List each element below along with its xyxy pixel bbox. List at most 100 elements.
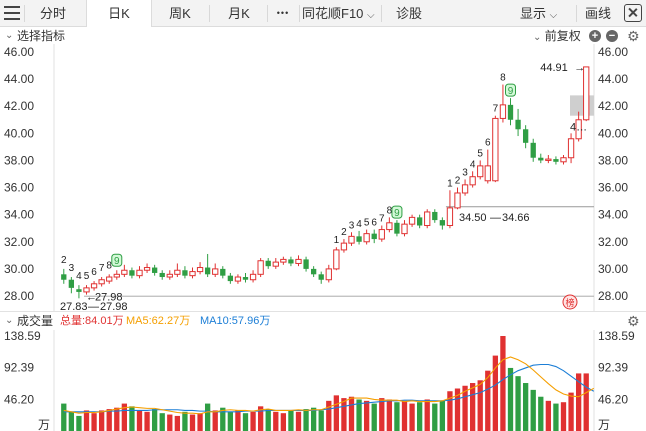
gear-icon[interactable]: ⚙ (627, 28, 640, 44)
volume-bar (492, 355, 499, 431)
volume-total: 总量:84.01万 (60, 315, 124, 327)
volume-chart[interactable]: 138.59 138.59 92.39 92.39 46.20 46.20 万 万 (0, 330, 646, 431)
ma5-line (63, 356, 595, 415)
volume-bar (204, 403, 211, 431)
candle-body (295, 258, 302, 264)
zoom-in-icon[interactable]: + (589, 30, 601, 42)
td-count: 8 (106, 260, 112, 271)
candle-body (522, 129, 529, 143)
td-count: 7 (99, 263, 105, 274)
gap-box (570, 95, 594, 116)
volume-bar (560, 402, 567, 431)
candlestick-chart[interactable]: 46.00 46.00 44.00 44.00 42.00 42.00 40.00 40.00… (0, 44, 646, 311)
toolbar-divider (576, 5, 577, 22)
volume-bar (136, 410, 143, 431)
volume-unit-left: 万 (38, 418, 50, 431)
volume-bar (212, 410, 218, 431)
volume-title[interactable]: 成交量 (17, 314, 54, 328)
volume-bar (220, 407, 226, 431)
collapse-icon[interactable]: ⌄ (5, 30, 14, 41)
volume-bar (454, 388, 461, 431)
volume-ma5: MA5:62.27万 (126, 315, 191, 327)
zoom-out-icon[interactable]: − (606, 30, 618, 42)
volume-bar (386, 399, 393, 431)
candle-body (272, 261, 279, 267)
close-icon[interactable] (624, 4, 642, 22)
volume-tick-left: 92.39 (4, 361, 34, 375)
candle-body (227, 275, 234, 282)
gear-icon[interactable]: ⚙ (627, 313, 640, 329)
volume-bar (341, 398, 347, 431)
td-count: 5 (477, 148, 483, 159)
volume-bar (295, 411, 302, 431)
tab-intraday[interactable]: 分时 (39, 6, 66, 21)
volume-bar (114, 407, 120, 431)
volume-bar (507, 367, 514, 431)
candle-body (477, 165, 484, 178)
price-tick-left: 40.00 (4, 126, 34, 140)
display-dropdown[interactable]: 显示 ⌵ (520, 0, 572, 27)
volume-bar (280, 413, 287, 431)
collapse-icon[interactable]: ⌄ (5, 315, 14, 326)
volume-bar (182, 411, 188, 431)
td-count: 8 (387, 205, 393, 216)
candle-body (538, 157, 544, 161)
tab-monthly-k[interactable]: 月K (228, 6, 250, 21)
gap-price-label-2: 34.66 (502, 212, 530, 224)
candle-body (567, 138, 575, 159)
volume-bar (575, 373, 582, 431)
volume-bar (432, 403, 438, 431)
td-count: 1 (334, 235, 340, 246)
f10-dropdown[interactable]: 同花顺F10 ⌵ (302, 0, 378, 27)
price-tick-right: 44.00 (598, 72, 628, 86)
candle-body (143, 267, 151, 271)
candle-body (151, 267, 158, 273)
candle-body (583, 66, 590, 121)
candle-body (408, 216, 416, 225)
volume-bar (310, 407, 317, 431)
candle-body (507, 104, 514, 120)
tab-daily-k[interactable]: 日K (86, 0, 152, 27)
chevron-down-icon: ⌵ (367, 10, 375, 21)
volume-tick-right: 92.39 (598, 361, 628, 375)
candle-body (386, 222, 393, 231)
diagnose-button[interactable]: 诊股 (395, 6, 422, 21)
candle-body (280, 258, 287, 263)
volume-bar (379, 398, 385, 431)
volume-tick-left: 46.20 (4, 392, 34, 406)
candle-body (371, 233, 377, 240)
menu-icon[interactable] (4, 6, 20, 20)
volume-bar (76, 415, 82, 431)
volume-bar (447, 391, 453, 431)
candle-body (106, 276, 113, 282)
candle-body (249, 273, 257, 281)
td-count: 2 (455, 176, 461, 187)
candle-body (424, 211, 431, 227)
candle-body (325, 268, 332, 281)
more-menu-button[interactable]: ••• (276, 8, 290, 18)
candle-body (121, 269, 128, 275)
candle-body (439, 220, 446, 226)
td-count: 4 (76, 271, 82, 282)
price-tick-right: 42.00 (598, 99, 628, 113)
candle-body (340, 242, 348, 251)
indicator-select[interactable]: 选择指标 (17, 29, 66, 43)
candle-body (129, 270, 135, 276)
volume-bar (333, 395, 340, 431)
volume-tick-right: 46.20 (598, 392, 628, 406)
td-count: 6 (485, 138, 491, 149)
candle-body (545, 158, 552, 161)
draw-line-button[interactable]: 画线 (584, 6, 611, 21)
volume-tick-left: 138.59 (4, 330, 41, 343)
td-count: 3 (349, 220, 355, 231)
price-tick-left: 34.00 (4, 208, 34, 222)
tab-weekly-k[interactable]: 周K (169, 6, 191, 21)
td-count: 9 (114, 256, 120, 267)
volume-bar (151, 409, 158, 431)
candle-body (484, 165, 491, 182)
adjust-dropdown[interactable]: ⌄ 前复权 (533, 27, 581, 47)
volume-bar (553, 403, 559, 431)
candle-body (560, 157, 567, 163)
chevron-down-icon: ⌄ (533, 32, 542, 43)
